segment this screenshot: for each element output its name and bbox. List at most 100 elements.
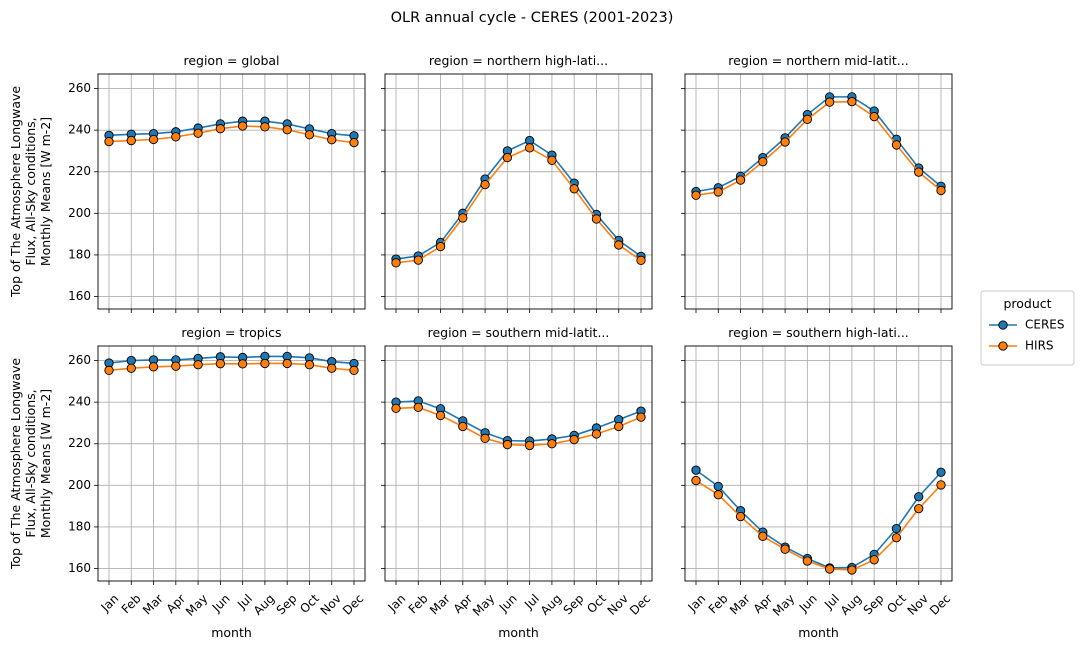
data-point-hirs <box>480 433 490 443</box>
data-point-hirs <box>936 185 946 196</box>
data-point-hirs <box>391 403 401 414</box>
x-tick-label: Dec <box>627 591 653 617</box>
y-tick-label: 200 <box>68 206 91 220</box>
data-point-hirs <box>735 175 746 185</box>
x-tick-label: Aug <box>538 591 564 617</box>
data-point-hirs <box>148 134 159 145</box>
data-point-hirs <box>636 255 646 265</box>
x-tick-label: Apr <box>751 591 776 616</box>
chart-title: OLR annual cycle - CERES (2001-2023) <box>391 10 674 26</box>
panels-group: 160 180 200 220 240 260 region = global region … <box>68 53 953 640</box>
data-point-ceres <box>691 465 701 475</box>
y-axis-label-line: Top of The Atmosphere Longwave <box>8 86 23 298</box>
data-point-hirs <box>282 358 292 369</box>
data-point-hirs <box>237 121 248 131</box>
panel-1: 160 180 200 220 240 260 region = global <box>68 53 366 313</box>
data-point-hirs <box>215 124 226 134</box>
data-point-hirs <box>126 363 136 373</box>
legend-marker-ceres <box>998 320 1008 330</box>
axes-frame <box>97 73 366 310</box>
data-point-hirs <box>569 184 579 194</box>
plot-area <box>685 74 952 309</box>
legend-label-hirs: HIRS <box>1025 339 1054 353</box>
data-point-hirs <box>104 365 114 375</box>
data-point-hirs <box>735 511 746 522</box>
series-line-hirs <box>695 479 942 571</box>
x-tick-label: Aug <box>838 591 864 617</box>
x-tick-label: Nov <box>318 591 344 617</box>
y-tick-label: 260 <box>68 353 91 367</box>
y-tick-label: 220 <box>68 436 91 450</box>
x-tick-label: Oct <box>884 591 909 616</box>
x-tick-label: Oct <box>297 591 322 616</box>
data-point-hirs <box>569 434 579 445</box>
plot-area <box>98 346 365 581</box>
panel-3: region = northern mid-latit... <box>681 53 953 313</box>
x-tick-label: May <box>770 591 797 618</box>
data-point-hirs <box>591 429 602 439</box>
x-axis-label: month <box>211 625 252 640</box>
data-point-hirs <box>458 213 468 223</box>
x-tick-label: Jun <box>496 591 520 615</box>
x-tick-label: Jan <box>385 591 409 615</box>
data-point-hirs <box>524 143 535 153</box>
x-tick-label: Jun <box>796 591 820 615</box>
data-point-hirs <box>780 137 790 147</box>
axes-frame <box>684 73 953 310</box>
data-point-hirs <box>260 358 270 369</box>
data-point-hirs <box>547 155 557 165</box>
data-point-hirs <box>914 503 924 514</box>
panel-title: region = northern high-lati... <box>429 53 608 68</box>
data-point-hirs <box>891 533 902 543</box>
data-point-hirs <box>413 402 423 412</box>
data-point-hirs <box>502 439 513 450</box>
data-point-ceres <box>713 481 723 492</box>
y-tick-label: 260 <box>68 81 91 95</box>
data-point-ceres <box>891 523 902 534</box>
axes-frame <box>384 73 653 310</box>
data-point-hirs <box>304 130 315 140</box>
axes-frame <box>684 345 953 582</box>
data-point-hirs <box>282 125 292 135</box>
y-axis-label-line: Monthly Means [W m-2] <box>38 117 53 266</box>
y-axis-label-top: Top of The Atmosphere Longwave Flux, All-… <box>8 86 53 298</box>
data-point-hirs <box>413 255 423 265</box>
data-point-hirs <box>758 531 768 541</box>
data-point-hirs <box>847 97 857 107</box>
x-tick-label: Jun <box>209 591 233 615</box>
panel-title: region = tropics <box>181 325 281 340</box>
data-point-hirs <box>304 360 315 370</box>
plot-area <box>385 346 652 581</box>
x-tick-label: Nov <box>605 591 631 617</box>
data-point-hirs <box>614 421 624 432</box>
legend-label-ceres: CERES <box>1025 318 1065 332</box>
data-point-hirs <box>591 214 602 224</box>
x-axis-label: month <box>798 625 839 640</box>
y-tick-label: 160 <box>68 561 91 575</box>
data-point-hirs <box>349 365 359 375</box>
data-point-hirs <box>104 136 114 147</box>
data-point-hirs <box>148 362 159 372</box>
y-tick-label: 180 <box>68 247 91 261</box>
data-point-ceres <box>914 492 924 502</box>
y-tick-label: 220 <box>68 164 91 178</box>
axes-frame <box>384 345 653 582</box>
data-point-hirs <box>435 241 446 252</box>
y-axis-label-line: Flux, All-Sky conditions, <box>23 117 38 265</box>
plot-area <box>385 74 652 309</box>
panel-title: region = northern mid-latit... <box>728 53 908 68</box>
data-point-hirs <box>349 137 359 148</box>
y-axis-label-bottom: Top of The Atmosphere Longwave Flux, All-… <box>8 358 53 570</box>
data-point-hirs <box>936 480 946 490</box>
data-point-ceres <box>126 355 136 366</box>
data-point-hirs <box>193 360 203 370</box>
data-point-hirs <box>391 258 401 268</box>
y-axis-label-line: Monthly Means [W m-2] <box>38 389 53 538</box>
data-point-hirs <box>869 555 879 565</box>
series-line-ceres <box>695 469 942 569</box>
data-point-hirs <box>713 490 723 500</box>
y-axis-label-line: Flux, All-Sky conditions, <box>23 389 38 537</box>
data-point-hirs <box>502 152 513 163</box>
data-point-hirs <box>547 439 557 449</box>
